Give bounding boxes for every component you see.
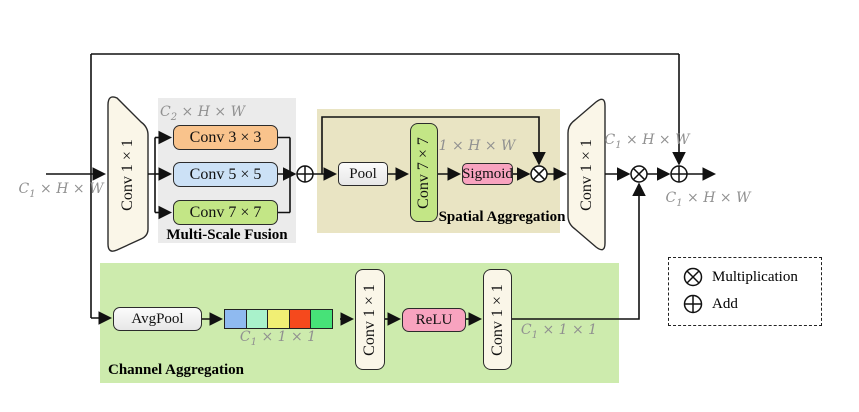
- channel-vector-cell: [224, 309, 247, 329]
- conv1x1-expand-label: Conv 1 × 1: [577, 138, 595, 211]
- relu-block: ReLU: [402, 308, 466, 332]
- avgpool-label: AvgPool: [131, 310, 184, 327]
- spatial-conv7x7-block: Conv 7 × 7: [410, 123, 438, 222]
- conv3x3-label: Conv 3 × 3: [189, 128, 262, 146]
- conv7x7-label: Conv 7 × 7: [189, 203, 262, 221]
- input-dim-label: C1 × H × W: [18, 181, 104, 200]
- channel-vector-cell: [267, 309, 291, 329]
- channel-dim-in-label: C1 × 1 × 1: [239, 329, 317, 348]
- sigmoid-block: Sigmoid: [462, 163, 513, 185]
- channel-aggregation-title: Channel Aggregation: [108, 362, 244, 378]
- legend-add-icon: [683, 294, 703, 314]
- legend-box: [668, 257, 822, 326]
- channel-conv1x1-second-block: Conv 1 × 1: [483, 269, 512, 370]
- conv7x7-block: Conv 7 × 7: [173, 200, 278, 225]
- pool-label: Pool: [349, 165, 377, 182]
- channel-vector-cell: [310, 309, 334, 329]
- conv1x1-expand-block: Conv 1 × 1: [568, 97, 605, 252]
- avgpool-block: AvgPool: [113, 307, 202, 331]
- output-dim-top-label: C1 × H × W: [604, 132, 690, 151]
- conv5x5-block: Conv 5 × 5: [173, 162, 278, 187]
- spatial-aggregation-title: Spatial Aggregation: [438, 209, 566, 225]
- conv1x1-reduce-trapezoid: [107, 96, 149, 252]
- channel-conv1x1-second-label: Conv 1 × 1: [488, 283, 506, 356]
- legend-multiply-label: Multiplication: [712, 269, 798, 285]
- relu-label: ReLU: [415, 311, 453, 328]
- channel-vector-cell: [288, 309, 312, 329]
- channel-dim-out-label: C1 × 1 × 1: [520, 322, 598, 341]
- spatial-dim-label: 1 × H × W: [438, 138, 516, 154]
- connector-lines: [46, 53, 717, 326]
- multiply-node-spatial: [530, 165, 548, 183]
- legend-multiply-icon: [683, 267, 703, 287]
- output-dim-bottom-label: C1 × H × W: [665, 190, 751, 209]
- sigmoid-label: Sigmoid: [462, 165, 513, 182]
- multi-scale-fusion-title: Multi-Scale Fusion: [166, 227, 288, 243]
- channel-vector-cell: [245, 309, 269, 329]
- spatial-conv7x7-label: Conv 7 × 7: [415, 136, 432, 209]
- add-node-output: [670, 165, 688, 183]
- fusion-dim-label: C2 × H × W: [160, 104, 245, 123]
- pool-block: Pool: [338, 162, 388, 186]
- conv3x3-block: Conv 3 × 3: [173, 125, 278, 150]
- conv5x5-label: Conv 5 × 5: [189, 165, 262, 183]
- channel-conv1x1-first-label: Conv 1 × 1: [361, 283, 378, 356]
- channel-vector: [224, 309, 334, 329]
- legend-add-label: Add: [712, 296, 738, 312]
- conv1x1-reduce-block: Conv 1 × 1: [108, 96, 148, 253]
- multiply-node-output: [630, 165, 648, 183]
- conv1x1-expand-trapezoid: [567, 98, 606, 251]
- conv1x1-reduce-label: Conv 1 × 1: [119, 138, 136, 211]
- channel-conv1x1-first-block: Conv 1 × 1: [355, 269, 385, 370]
- add-node-fusion: [296, 165, 314, 183]
